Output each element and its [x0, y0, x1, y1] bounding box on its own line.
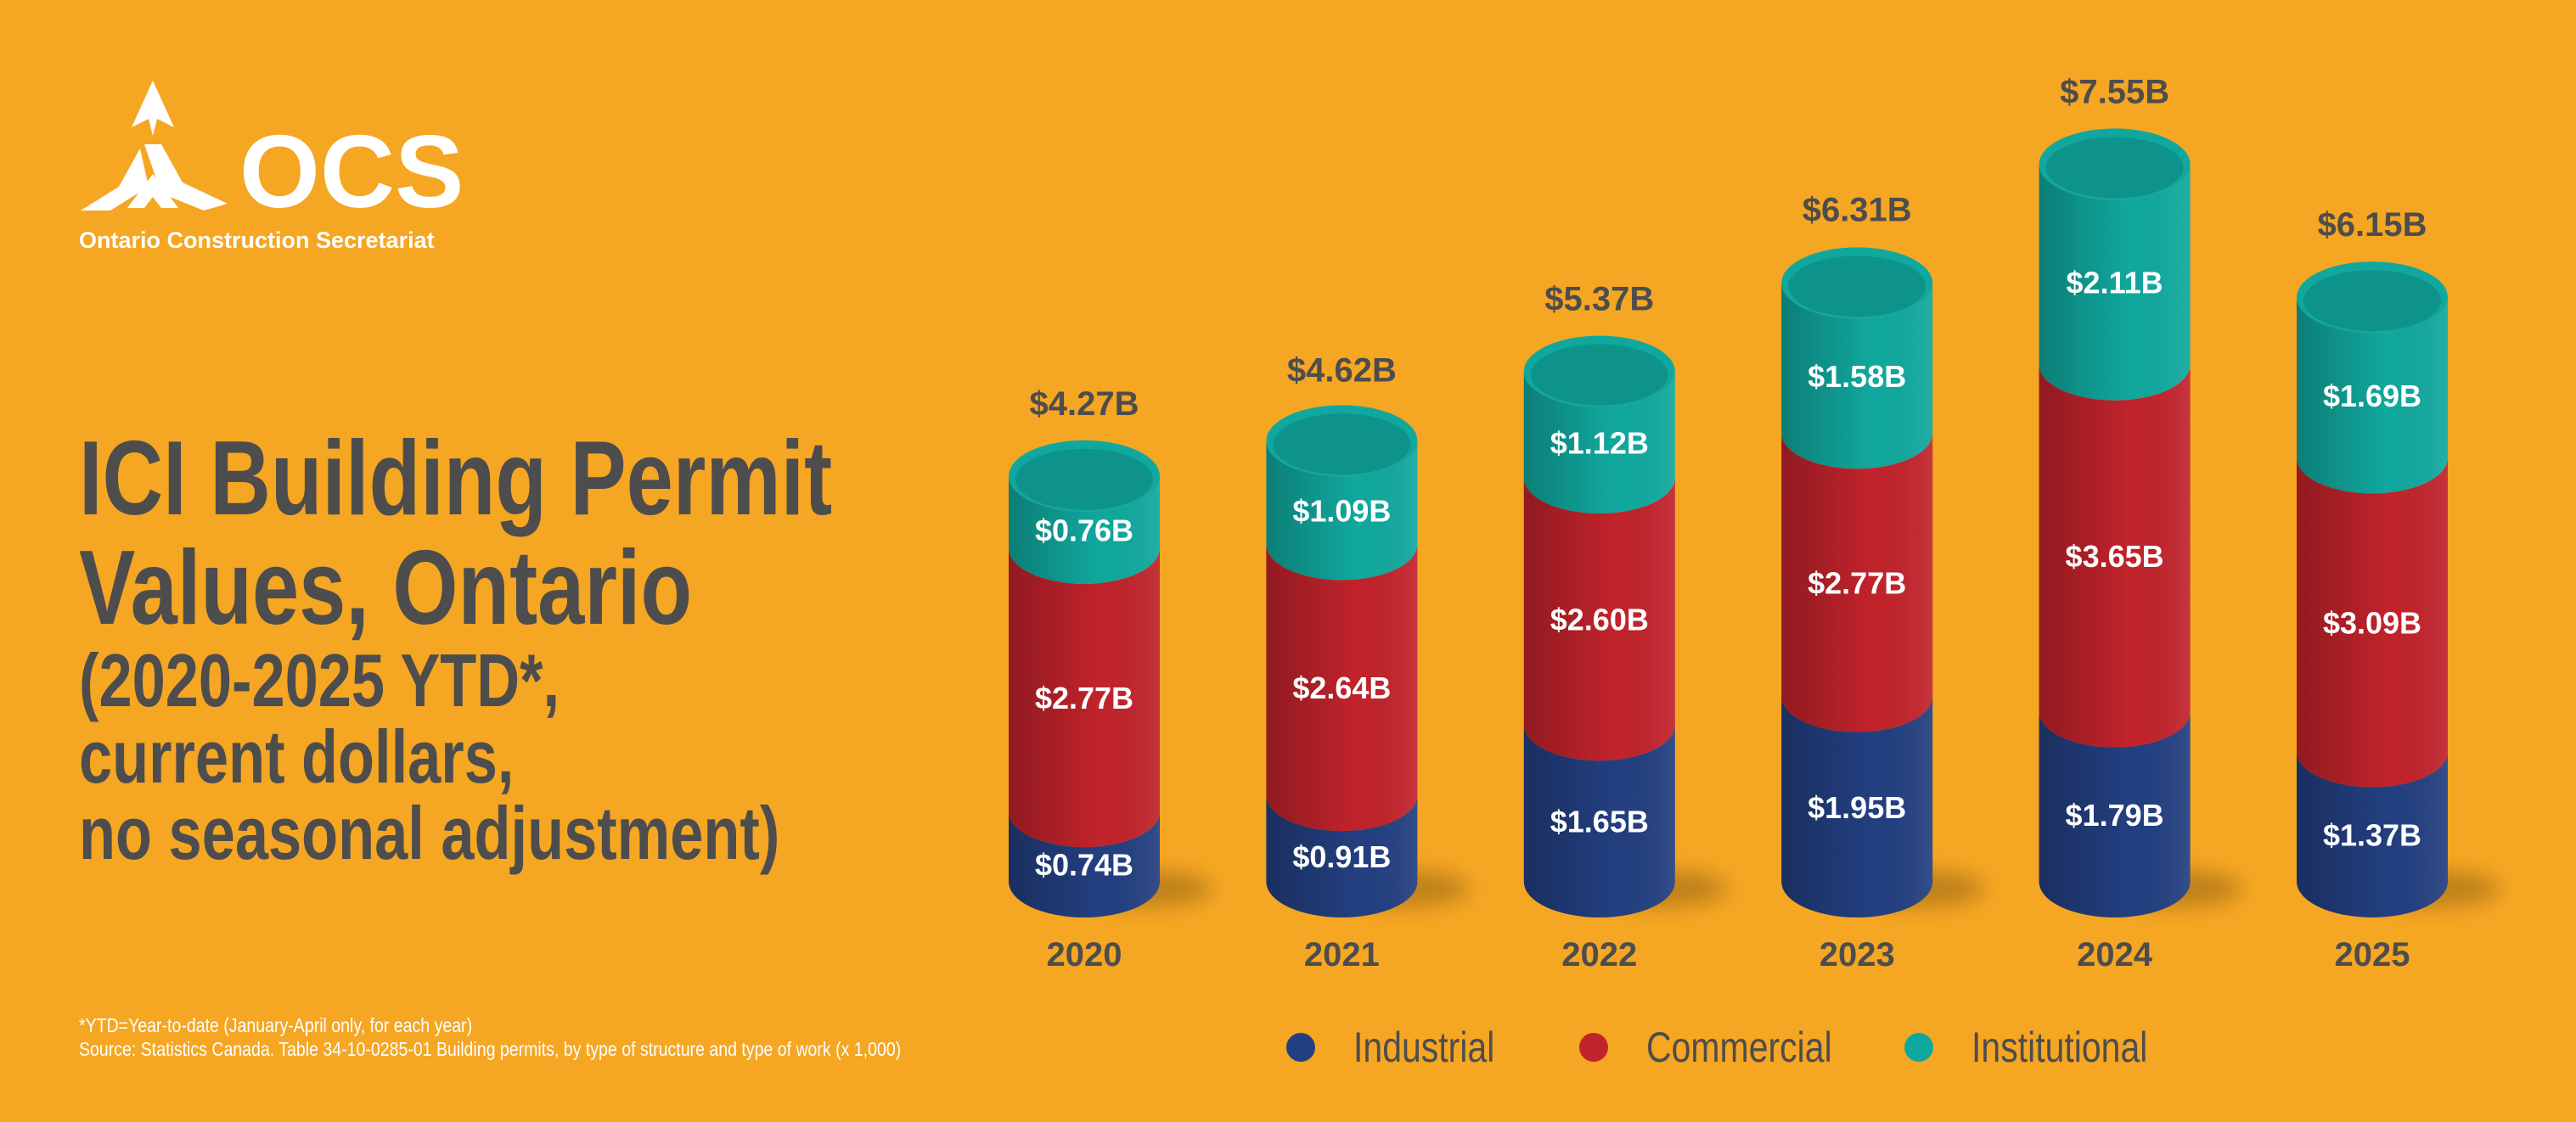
cylinder-top-inner [1530, 344, 1668, 406]
value-label: $1.95B [1808, 790, 1906, 825]
segment-shading [2297, 457, 2448, 788]
value-label: $0.91B [1292, 839, 1391, 874]
total-label: $5.37B [1544, 281, 1654, 318]
cylinder-top [2297, 261, 2448, 334]
source-note: Source: Statistics Canada. Table 34-10-0… [79, 1039, 901, 1061]
legend-entry: Institutional [1971, 1024, 2147, 1071]
segment-shading [2039, 711, 2191, 917]
segment-shading [2297, 751, 2448, 917]
legend-entry: Commercial [1646, 1024, 1832, 1071]
x-tick-label: 2025 [2335, 936, 2410, 973]
chart-subtitle: (2020-2025 YTD*, [79, 638, 560, 721]
segment-shading [2039, 164, 2191, 401]
legend-label: Institutional [1971, 1024, 2147, 1071]
logo-subtitle: Ontario Construction Secretariat [79, 227, 435, 253]
logo-text: OCS [239, 114, 464, 229]
chart-title: ICI Building Permit [79, 418, 832, 536]
logo-flame [132, 81, 174, 136]
legend-swatch [1579, 1033, 1608, 1062]
value-label: $2.64B [1292, 670, 1391, 705]
segment-shading [1266, 544, 1418, 832]
cylinder-top-inner [1015, 448, 1153, 510]
value-label: $0.76B [1035, 513, 1133, 547]
segment-shading [2039, 364, 2191, 748]
value-label: $2.11B [2067, 266, 2163, 300]
x-tick-label: 2023 [1820, 936, 1895, 973]
value-label: $1.09B [1292, 493, 1391, 528]
segment-shading [2297, 297, 2448, 494]
segment-shading [1009, 547, 1160, 848]
value-label: $1.58B [1808, 359, 1906, 394]
cylinder-top [1781, 247, 1933, 319]
cylinder-top-inner [2045, 137, 2184, 199]
title-block: ICI Building Permit Values, Ontario (202… [79, 418, 832, 874]
footnote: *YTD=Year-to-date (January-April only, f… [79, 1015, 472, 1037]
cylinder-top-inner [2303, 270, 2441, 332]
chart-subtitle: current dollars, [79, 715, 514, 798]
value-label: $3.65B [2066, 539, 2164, 574]
chart-title: Values, Ontario [79, 528, 692, 646]
segment-shading [1781, 433, 1933, 732]
cylinder-top-inner [1273, 413, 1411, 475]
total-label: $4.27B [1030, 385, 1139, 423]
x-tick-label: 2022 [1561, 936, 1637, 973]
logo-icon [81, 81, 228, 210]
legend-label: Commercial [1646, 1024, 1832, 1071]
value-label: $3.09B [2323, 606, 2421, 641]
total-label: $6.31B [1803, 191, 1912, 228]
segment-shading [1523, 478, 1675, 761]
segment-shading [1266, 795, 1418, 917]
value-label: $2.77B [1808, 565, 1906, 600]
segment-shading [1266, 440, 1418, 581]
value-label: $2.77B [1035, 681, 1133, 715]
value-label: $1.69B [2323, 379, 2421, 413]
total-label: $4.62B [1287, 352, 1397, 390]
value-label: $1.12B [1550, 425, 1649, 460]
value-label: $1.65B [1550, 805, 1649, 839]
chart-subtitle: no seasonal adjustment) [79, 791, 779, 874]
segment-shading [1523, 371, 1675, 513]
legend-entry: Industrial [1353, 1024, 1494, 1071]
legend-swatch [1286, 1033, 1315, 1062]
cylinder-top-inner [1788, 255, 1926, 317]
segment-shading [1781, 283, 1933, 469]
logo-arm [127, 174, 178, 208]
segment-shading [1781, 696, 1933, 917]
segment-shading [1523, 725, 1675, 917]
segment-shading [1009, 475, 1160, 584]
value-label: $0.74B [1035, 848, 1133, 883]
total-label: $6.15B [2318, 206, 2427, 244]
value-label: $1.37B [2323, 817, 2421, 852]
legend-label: Industrial [1353, 1024, 1494, 1071]
cylinder-top [2039, 128, 2191, 200]
notes: *YTD=Year-to-date (January-April only, f… [79, 1015, 901, 1061]
cylinder-top [1523, 335, 1675, 407]
legend-swatch [1904, 1033, 1933, 1062]
x-tick-label: 2021 [1304, 936, 1380, 973]
x-tick-label: 2024 [2077, 936, 2153, 973]
value-label: $2.60B [1550, 603, 1649, 637]
value-label: $1.79B [2066, 798, 2164, 833]
logo-arm [81, 149, 149, 210]
segment-shading [1009, 811, 1160, 917]
cylinder-top [1266, 405, 1418, 477]
x-tick-label: 2020 [1047, 936, 1122, 973]
cylinder-top [1009, 440, 1160, 512]
total-label: $7.55B [2060, 73, 2169, 110]
